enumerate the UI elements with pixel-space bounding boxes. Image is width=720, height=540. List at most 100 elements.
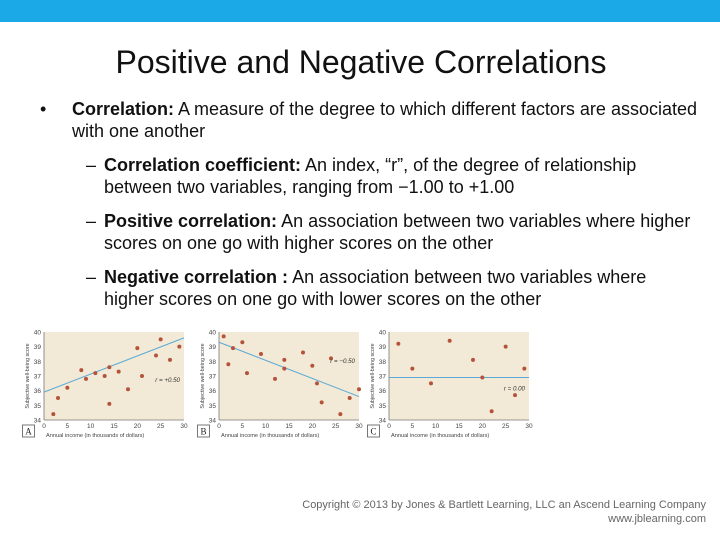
data-point: [84, 376, 88, 381]
data-point: [347, 396, 352, 400]
data-point: [480, 375, 485, 380]
panel-label-box: [197, 424, 210, 438]
data-point: [259, 352, 263, 356]
copyright-line: Copyright © 2013 by Jones & Bartlett Lea…: [302, 499, 706, 511]
scatter-charts: 34 35 36 37 38 39 40 0 5 10 15 20 25 30 Annual income …: [22, 326, 533, 446]
scatter-chart-c: 34 35 36 37 38 39 40 0 5 10 15 20 25 30 Annual income …: [367, 326, 537, 446]
x-tick-label: 25: [332, 423, 340, 430]
data-point: [154, 353, 158, 358]
data-point: [310, 363, 315, 368]
y-tick-label: 36: [379, 388, 387, 395]
x-tick-label: 15: [110, 423, 118, 430]
x-tick-label: 15: [285, 423, 293, 430]
x-tick-label: 0: [387, 423, 391, 430]
y-tick-label: 34: [209, 418, 217, 425]
y-tick-label: 37: [34, 374, 42, 381]
data-point: [410, 366, 415, 371]
data-point: [135, 346, 140, 351]
x-tick-label: 25: [502, 423, 510, 430]
y-tick-label: 34: [379, 418, 387, 425]
data-point: [245, 371, 249, 376]
scatter-chart-b: 34 35 36 37 38 39 40 0 5 10 15 20 25 30 Annual income …: [197, 326, 367, 446]
y-tick-label: 38: [34, 359, 42, 366]
correlation-label: r = 0.00: [504, 386, 526, 393]
top-accent-bar: [0, 0, 720, 22]
scatter-svg-a: 34 35 36 37 38 39 40 0 5 10 15 20 25 30 Annual income …: [22, 330, 188, 439]
y-tick-label: 36: [34, 388, 42, 395]
plot-background: [389, 332, 529, 420]
x-tick-label: 20: [479, 423, 487, 430]
panel-label-box: [367, 424, 380, 438]
panel-label: C: [370, 427, 376, 437]
sub-bullet-positive: – Positive correlation: An association b…: [30, 210, 700, 254]
bullet-dot: •: [40, 99, 47, 119]
data-point: [116, 369, 121, 374]
data-point: [471, 357, 475, 362]
data-point: [338, 412, 343, 417]
data-point: [56, 396, 60, 400]
y-tick-label: 35: [379, 403, 387, 410]
y-tick-label: 39: [209, 344, 217, 351]
x-tick-label: 10: [432, 423, 440, 430]
definition-coefficient: An index, “r”, of the degree of relation…: [104, 155, 637, 197]
data-point: [102, 374, 107, 378]
y-tick-label: 37: [379, 374, 387, 381]
bullet-list: • Correlation: A measure of the degree t…: [30, 98, 700, 310]
y-tick-label: 35: [34, 403, 42, 410]
y-tick-label: 38: [379, 359, 387, 366]
term-positive: Positive correlation:: [104, 211, 278, 231]
data-point: [447, 338, 452, 343]
data-point: [513, 393, 517, 398]
trend-line: [218, 341, 360, 397]
trend-line: [43, 337, 185, 393]
y-tick-label: 40: [209, 330, 217, 337]
data-point: [107, 401, 112, 406]
x-tick-label: 10: [262, 423, 270, 430]
x-tick-label: 20: [134, 423, 142, 430]
data-point: [140, 374, 144, 378]
data-point: [79, 368, 84, 373]
y-tick-label: 40: [379, 330, 387, 337]
copyright: Copyright © 2013 by Jones & Bartlett Lea…: [302, 498, 706, 526]
website-line: www.jblearning.com: [608, 513, 706, 525]
x-tick-label: 15: [455, 423, 463, 430]
x-tick-label: 30: [525, 423, 533, 430]
definition-correlation: A measure of the degree to which differe…: [72, 99, 697, 141]
data-point: [65, 385, 70, 390]
data-point: [93, 371, 98, 376]
term-correlation: Correlation:: [72, 99, 175, 119]
data-point: [489, 409, 494, 414]
data-point: [240, 340, 245, 345]
x-tick-label: 25: [157, 423, 165, 430]
data-point: [329, 356, 333, 361]
y-tick-label: 39: [34, 344, 42, 351]
data-point: [503, 344, 508, 349]
data-point: [107, 365, 112, 370]
bullet-correlation: • Correlation: A measure of the degree t…: [30, 98, 700, 142]
data-point: [282, 357, 287, 362]
sub-bullet-negative: – Negative correlation : An association …: [30, 266, 700, 310]
panel-label: B: [200, 427, 206, 437]
x-tick-label: 30: [180, 423, 188, 430]
data-point: [396, 341, 401, 346]
x-tick-label: 5: [241, 423, 245, 430]
data-point: [158, 337, 163, 342]
y-tick-label: 36: [209, 388, 217, 395]
sub-bullet-dash: –: [86, 155, 97, 175]
sub-bullet-coefficient: – Correlation coefficient: An index, “r”…: [30, 154, 700, 198]
data-point: [226, 362, 231, 367]
x-tick-label: 10: [87, 423, 95, 430]
scatter-chart-a: 34 35 36 37 38 39 40 0 5 10 15 20 25 30 Annual income …: [22, 326, 192, 446]
x-axis-label: Annual income (in thousands of dollars): [391, 433, 489, 439]
data-point: [51, 412, 56, 417]
panel-label-box: [22, 424, 35, 438]
x-axis-label: Annual income (in thousands of dollars): [46, 433, 144, 439]
data-point: [273, 376, 277, 381]
y-tick-label: 37: [209, 374, 217, 381]
y-tick-label: 40: [34, 330, 42, 337]
data-point: [282, 366, 287, 371]
data-point: [522, 366, 527, 371]
y-axis-label: Subjective well-being score: [25, 343, 31, 408]
data-point: [319, 400, 324, 405]
data-point: [221, 334, 226, 339]
